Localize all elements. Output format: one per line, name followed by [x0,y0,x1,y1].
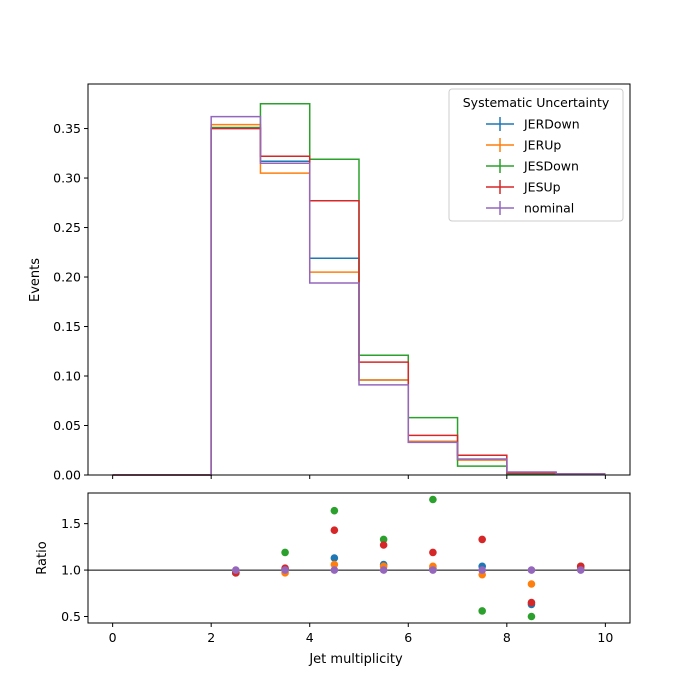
x-tick-label: 4 [306,630,314,645]
ratio-points [232,495,585,621]
ratio-point [429,495,437,504]
ratio-point [527,598,536,607]
bottom-y-tick-label: 1.5 [61,516,81,531]
legend-entry-jesup: JESUp [486,180,561,195]
ratio-point [429,566,437,574]
ratio-point [281,566,289,574]
legend-box [448,88,624,222]
legend-label: JESUp [523,180,561,195]
top-y-tick-label: 0.30 [53,171,81,186]
x-tick-label: 2 [207,630,215,645]
bottom-axes-frame [87,492,631,624]
legend-entry-jerdown: JERDown [486,117,580,132]
ratio-point [330,554,339,562]
y-axis-label-ratio: Ratio [35,541,50,574]
legend-entry-jerup: JERUp [486,138,561,153]
bottom-y-tick-label: 1.0 [61,563,81,578]
ratio-point [330,526,339,534]
ratio-point [379,566,388,574]
x-axis-label: Jet multiplicity [308,652,403,667]
x-tick-label: 0 [109,630,117,645]
ratio-point [429,548,437,557]
top-y-tick-label: 0.10 [53,369,81,384]
top-axes-frame [87,83,631,476]
legend-title: Systematic Uncertainty [463,95,610,110]
ratio-point [527,566,536,574]
ratio-point [478,607,486,615]
legend: Systematic Uncertainty JERDown JERUp JESDow… [448,88,624,222]
top-y-tick-label: 0.00 [53,468,81,483]
main-histogram-panel: 0.000.050.100.150.200.250.300.35 Events … [28,83,631,483]
legend-entry-jesdown: JESDown [486,159,579,174]
bottom-y-tick-label: 0.5 [61,609,81,624]
top-x-ticks [112,475,606,479]
top-y-tick-label: 0.25 [53,220,81,235]
legend-label: JERUp [523,138,561,153]
legend-label: JERDown [523,117,580,132]
top-y-tick-label: 0.15 [53,319,81,334]
ratio-point [379,535,388,544]
ratio-point [576,566,585,574]
y-axis-label-events: Events [28,258,43,302]
legend-entry-nominal: nominal [486,201,574,216]
top-y-tick-label: 0.20 [53,270,81,285]
ratio-point [330,560,339,569]
top-y-tick-label: 0.05 [53,418,81,433]
bottom-y-ticks: 0.5 1.0 1.5 [61,516,88,624]
ratio-point [478,535,486,544]
legend-label: JESDown [523,159,579,174]
ratio-panel: 0.5 1.0 1.5 0 2 4 6 8 10 Ratio Jet multiplicity [35,492,631,667]
top-y-tick-label: 0.35 [53,121,81,136]
ratio-series-nominal [232,566,585,574]
ratio-point [330,506,339,515]
histogram-series [112,103,606,476]
ratio-point [527,580,536,588]
top-y-ticks: 0.00 0.05 0.10 0.15 0.20 0.25 0.30 0.35 [53,121,88,483]
x-tick-label: 8 [503,630,511,645]
x-tick-label: 10 [597,630,613,645]
histogram-line-nominal [112,115,606,476]
x-tick-label: 6 [404,630,412,645]
legend-label: nominal [524,201,574,216]
ratio-point [379,541,388,549]
ratio-point [232,566,240,574]
ratio-point [281,548,289,557]
bottom-x-ticks: 0 2 4 6 8 10 [109,623,613,645]
ratio-point [527,612,536,621]
ratio-point [478,566,486,574]
ratio-point [330,566,339,574]
